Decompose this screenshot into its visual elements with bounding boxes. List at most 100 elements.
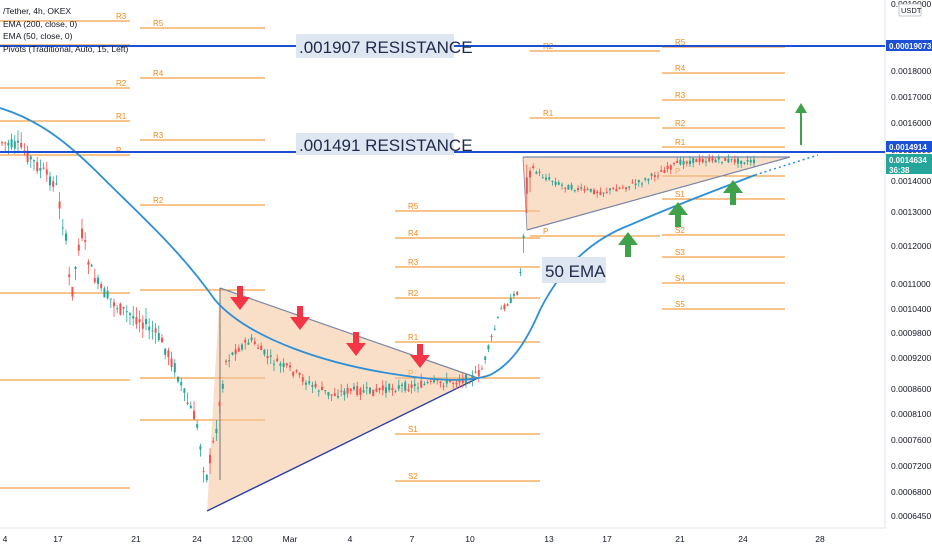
y-tick-label: 0.0018000 (891, 66, 931, 76)
descending-triangle (207, 288, 478, 511)
price-axis[interactable] (885, 0, 932, 550)
pivot-label: R5 (153, 19, 164, 28)
y-tick-label: 0.0013000 (891, 207, 931, 217)
candle-body (612, 187, 615, 189)
indicator-pivots[interactable]: Pivots (Traditional, Auto, 15, Left) (3, 43, 129, 54)
triangle-patterns (206, 156, 791, 512)
resistance-label-lower: .001491 RESISTANCE (299, 136, 473, 155)
x-tick-label: 17 (602, 534, 612, 544)
candle-body (68, 274, 71, 277)
candle-body (295, 370, 298, 372)
candle-body (644, 178, 647, 180)
pivot-label: R2 (675, 119, 686, 128)
candle-body (17, 140, 19, 143)
candle-body (74, 266, 77, 270)
candle-body (599, 191, 602, 195)
pivot-label: R3 (408, 258, 419, 267)
candle-body (269, 355, 272, 357)
candle-body (657, 175, 659, 177)
price-tag-label: 0.0014634 (889, 156, 927, 165)
candle-body (244, 339, 247, 343)
candle-body (708, 157, 711, 162)
candle-body (215, 428, 218, 434)
symbol-title[interactable]: /Tether, 4h, OKEX (3, 6, 72, 16)
candle-body (557, 182, 560, 185)
candle-body (39, 167, 42, 171)
candle-body (81, 228, 83, 239)
candle-body (13, 141, 16, 149)
pivot-label: S4 (675, 274, 685, 283)
x-tick-label: 24 (738, 534, 748, 544)
candle-body (151, 330, 154, 332)
candle-body (276, 358, 279, 362)
candle-body (61, 227, 64, 229)
x-tick-label: 28 (815, 534, 825, 544)
candle-body (397, 385, 400, 389)
candle-body (631, 182, 634, 184)
pivot-label: S2 (675, 226, 685, 235)
candle-body (381, 385, 384, 391)
candle-body (282, 363, 285, 368)
candle-body (426, 382, 429, 384)
candle-body (55, 183, 58, 185)
y-tick-label: 0.0009200 (891, 353, 931, 363)
candle-body (417, 387, 419, 389)
candle-body (743, 162, 746, 164)
candle-body (129, 313, 131, 315)
indicator-ema200[interactable]: EMA (200, close, 0) (3, 18, 78, 29)
x-tick-label: Mar (283, 534, 298, 544)
candle-body (481, 368, 483, 370)
candle-body (573, 189, 576, 192)
arrow-up-icon (618, 232, 638, 257)
candle-body (442, 385, 445, 387)
candle-body (199, 446, 202, 450)
candle-body (241, 344, 243, 350)
candle-body (375, 388, 378, 392)
candle-body (7, 142, 10, 146)
candle-body (695, 158, 698, 162)
candle-body (189, 405, 192, 409)
candle-body (285, 363, 288, 366)
ema-50-line (0, 107, 756, 381)
price-tag (886, 40, 932, 51)
candle-body (388, 383, 391, 391)
pivot-label: R4 (153, 69, 164, 78)
pivot-label: R5 (675, 38, 686, 47)
candle-body (509, 297, 512, 304)
candle-body (324, 390, 327, 392)
candle-body (125, 311, 128, 313)
candle-body (273, 363, 275, 365)
candle-body (567, 184, 570, 190)
candle-body (570, 184, 573, 190)
pivot-label: R3 (116, 12, 127, 21)
candle-body (311, 385, 314, 387)
pivot-label: R2 (153, 196, 164, 205)
indicator-ema50[interactable]: EMA (50, close, 0) (3, 31, 73, 41)
candle-body (561, 184, 563, 186)
y-tick-label: 0.0007200 (891, 461, 931, 471)
candle-body (253, 341, 256, 344)
candle-body (548, 177, 551, 180)
candle-body (484, 356, 487, 360)
candle-body (113, 302, 115, 307)
pivot-label: R1 (675, 138, 686, 147)
candle-body (749, 160, 752, 163)
candle-body (106, 290, 109, 299)
candle-body (141, 322, 144, 329)
y-tick-label: 0.0014000 (891, 176, 931, 186)
candle-body (660, 170, 663, 172)
candle-body (609, 188, 611, 191)
y-tick-label: 0.0008100 (891, 409, 931, 419)
candle-body (701, 159, 704, 163)
y-tick-label: 0.0010400 (891, 304, 931, 314)
pivot-label: S1 (675, 190, 685, 199)
candle-body (401, 384, 403, 386)
candle-body (305, 382, 307, 385)
candle-body (634, 183, 637, 186)
down-arrows (230, 286, 430, 368)
candle-body (554, 181, 557, 185)
candle-body (621, 187, 624, 189)
currency-badge[interactable] (898, 3, 922, 17)
candle-body (692, 157, 695, 163)
